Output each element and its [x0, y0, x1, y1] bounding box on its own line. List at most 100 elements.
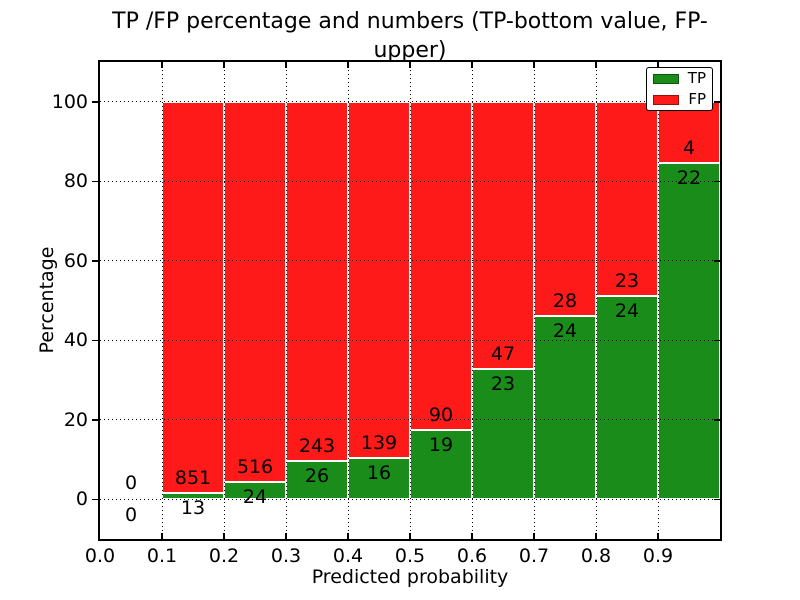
legend-label-fp: FP — [688, 90, 706, 108]
tp-count-label: 23 — [490, 372, 516, 395]
fp-bar-segment — [162, 101, 224, 494]
legend-row-fp: FP — [653, 92, 706, 107]
x-gridline — [595, 62, 597, 539]
fp-count-label: 4 — [682, 136, 696, 159]
x-tick-mark — [285, 533, 287, 539]
fp-bar-segment — [410, 101, 472, 430]
tp-count-label: 13 — [180, 497, 206, 520]
x-tick-label: 0.7 — [518, 545, 550, 567]
fp-swatch-icon — [653, 94, 680, 105]
y-tick-label: 0 — [75, 488, 88, 511]
x-tick-label: 0.0 — [84, 545, 116, 567]
y-tick-mark — [92, 419, 99, 421]
fp-bar-segment — [286, 101, 348, 461]
tp-count-label: 24 — [552, 319, 578, 342]
fp-count-label: 139 — [360, 432, 398, 455]
fp-bar-segment — [534, 101, 596, 316]
y-tick-label: 60 — [63, 249, 88, 272]
tp-count-label: 19 — [428, 433, 454, 456]
x-tick-mark — [347, 62, 349, 68]
x-tick-label: 0.5 — [394, 545, 426, 567]
x-tick-mark — [595, 62, 597, 68]
x-gridline — [533, 62, 535, 539]
legend-label-tp: TP — [687, 69, 706, 87]
x-tick-mark — [409, 533, 411, 539]
tp-count-label: 26 — [304, 464, 330, 487]
x-axis-label: Predicted probability — [311, 566, 509, 588]
y-tick-mark — [714, 339, 720, 341]
x-tick-label: 0.3 — [270, 545, 302, 567]
x-tick-mark — [657, 533, 659, 539]
fp-count-label: 516 — [236, 455, 274, 478]
x-gridline — [223, 62, 225, 539]
tp-swatch-icon — [653, 73, 679, 84]
x-tick-mark — [161, 533, 163, 539]
x-tick-mark — [533, 62, 535, 68]
fp-count-label: 47 — [490, 342, 516, 365]
x-tick-mark — [471, 62, 473, 68]
tp-count-label: 24 — [614, 300, 640, 323]
fp-count-label: 28 — [552, 289, 578, 312]
x-tick-label: 0.6 — [456, 545, 488, 567]
tp-bar-segment — [596, 296, 658, 500]
x-gridline — [657, 62, 659, 539]
legend: TP FP — [646, 67, 713, 111]
x-tick-mark — [223, 62, 225, 68]
x-tick-label: 0.4 — [332, 545, 364, 567]
tp-count-label: 0 — [124, 504, 138, 527]
tp-bar-segment — [534, 315, 596, 500]
fp-count-label: 851 — [174, 467, 212, 490]
x-tick-label: 0.2 — [208, 545, 240, 567]
tp-bar-segment — [658, 162, 720, 500]
y-tick-mark — [714, 419, 720, 421]
x-tick-mark — [595, 533, 597, 539]
fp-count-label: 243 — [298, 434, 336, 457]
x-tick-mark — [223, 533, 225, 539]
tp-bar-segment — [410, 429, 472, 500]
y-tick-label: 20 — [63, 408, 88, 431]
chart-title-line1: TP /FP percentage and numbers (TP-bottom… — [112, 9, 708, 63]
y-tick-mark — [92, 101, 99, 103]
tp-count-label: 16 — [366, 462, 392, 485]
fp-bar-segment — [224, 101, 286, 482]
x-gridline — [285, 62, 287, 539]
tp-count-label: 24 — [242, 485, 268, 508]
x-tick-mark — [657, 62, 659, 68]
x-tick-mark — [409, 62, 411, 68]
tp-count-label: 22 — [676, 166, 702, 189]
x-tick-label: 0.1 — [146, 545, 178, 567]
fp-bar-segment — [596, 101, 658, 297]
fp-count-label: 0 — [124, 472, 138, 495]
legend-row-tp: TP — [653, 71, 706, 86]
x-gridline — [471, 62, 473, 539]
x-gridline — [347, 62, 349, 539]
y-tick-mark — [714, 498, 720, 500]
x-tick-label: 0.9 — [642, 545, 674, 567]
x-tick-mark — [161, 62, 163, 68]
fp-count-label: 23 — [614, 270, 640, 293]
y-tick-mark — [714, 101, 720, 103]
y-tick-mark — [92, 498, 99, 500]
tp-bar-segment — [286, 460, 348, 500]
x-gridline — [161, 62, 163, 539]
fp-count-label: 90 — [428, 403, 454, 426]
y-tick-label: 100 — [51, 90, 88, 113]
x-tick-mark — [347, 533, 349, 539]
x-tick-mark — [285, 62, 287, 68]
fp-bar-segment — [348, 101, 410, 459]
y-tick-mark — [714, 180, 720, 182]
y-tick-mark — [714, 260, 720, 262]
y-axis-label: Percentage — [36, 246, 58, 354]
fp-bar-segment — [658, 101, 720, 163]
plot-area: 0 0 851 13 516 24 243 26 139 16 90 19 47 23 28 24 23 24 4 2… — [98, 60, 722, 541]
x-tick-label: 0.8 — [580, 545, 612, 567]
y-tick-label: 80 — [63, 170, 88, 193]
y-tick-mark — [92, 180, 99, 182]
y-tick-label: 40 — [63, 329, 88, 352]
x-tick-mark — [471, 533, 473, 539]
y-tick-mark — [92, 339, 99, 341]
fp-bar-segment — [472, 101, 534, 369]
x-tick-mark — [533, 533, 535, 539]
x-gridline — [409, 62, 411, 539]
